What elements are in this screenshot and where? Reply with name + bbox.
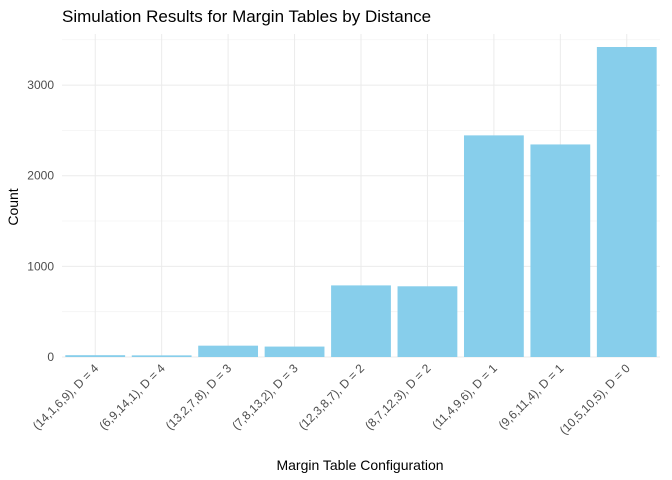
y-tick-label: 2000 (27, 169, 54, 183)
x-tick-label: (9,6,11,4), D = 1 (496, 361, 567, 432)
x-tick-label: (7,8,13,2), D = 3 (229, 361, 301, 433)
chart-title: Simulation Results for Margin Tables by … (62, 7, 431, 26)
bar (463, 135, 524, 357)
x-tick-label: (14,1,6,9), D = 4 (30, 361, 102, 433)
bar (198, 345, 259, 357)
y-tick-label: 1000 (27, 259, 54, 273)
y-tick-label: 0 (47, 350, 54, 364)
x-axis-title: Margin Table Configuration (276, 457, 443, 473)
x-tick-labels: (14,1,6,9), D = 4(6,9,14,1), D = 4(13,2,… (30, 361, 633, 437)
x-tick-label: (13,2,7,8), D = 3 (163, 361, 235, 433)
x-tick-label: (11,4,9,6), D = 1 (429, 361, 500, 432)
bar (530, 144, 591, 357)
x-tick-label: (12,3,8,7), D = 2 (296, 361, 368, 433)
bar (65, 355, 126, 357)
bar (596, 47, 657, 357)
x-tick-label: (6,9,14,1), D = 4 (96, 361, 168, 433)
bar (131, 355, 192, 357)
y-tick-label: 3000 (27, 78, 54, 92)
x-tick-label: (10,5,10,5), D = 0 (557, 361, 633, 437)
y-tick-labels: 0 1000 2000 3000 (27, 78, 54, 364)
y-axis-title: Count (5, 188, 21, 225)
bar (264, 346, 325, 357)
bar-layer (65, 47, 657, 357)
bar (397, 286, 458, 357)
bar (331, 285, 391, 357)
x-tick-label: (8,7,12,3), D = 2 (362, 361, 434, 433)
